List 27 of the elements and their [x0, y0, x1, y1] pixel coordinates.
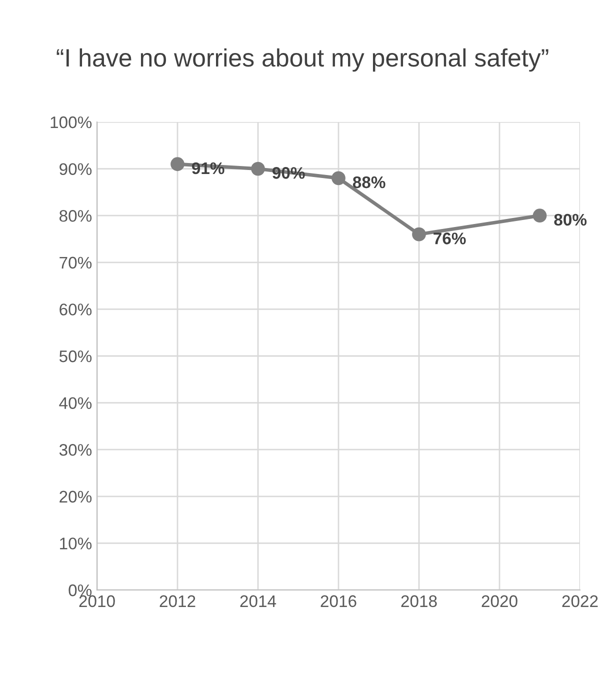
point	[412, 227, 426, 242]
point	[251, 162, 265, 176]
x-tick-label: 2022	[562, 595, 598, 608]
point	[332, 171, 346, 186]
y-tick-label: 100%	[50, 116, 92, 128]
y-tick-label: 70%	[60, 256, 92, 269]
y-tick-label: 20%	[60, 490, 92, 503]
y-tick-label: 80%	[60, 210, 92, 222]
y-tick-label: 90%	[60, 163, 92, 176]
chart-title: “I have no worries about my personal safety”	[56, 48, 548, 72]
y-tick-label: 40%	[59, 397, 92, 410]
y-tick-label: 50%	[59, 350, 92, 362]
y-tick-label: 0%	[68, 584, 92, 596]
x-tick-label: 2010	[79, 595, 115, 608]
x-tick-label: 2012	[160, 595, 196, 608]
y-tick-label: 30%	[59, 444, 92, 456]
point	[170, 157, 184, 172]
x-tick-label: 2016	[320, 595, 356, 608]
x-tick-label: 2018	[401, 595, 437, 608]
y-tick-label: 60%	[60, 304, 92, 316]
x-tick-label: 2020	[482, 595, 518, 608]
data-label: 76%	[434, 232, 466, 244]
data-label: 88%	[352, 176, 386, 188]
x-tick-label: 2014	[240, 595, 276, 608]
data-label: 80%	[554, 214, 587, 226]
point	[532, 208, 547, 223]
y-tick-label: 10%	[60, 538, 92, 550]
